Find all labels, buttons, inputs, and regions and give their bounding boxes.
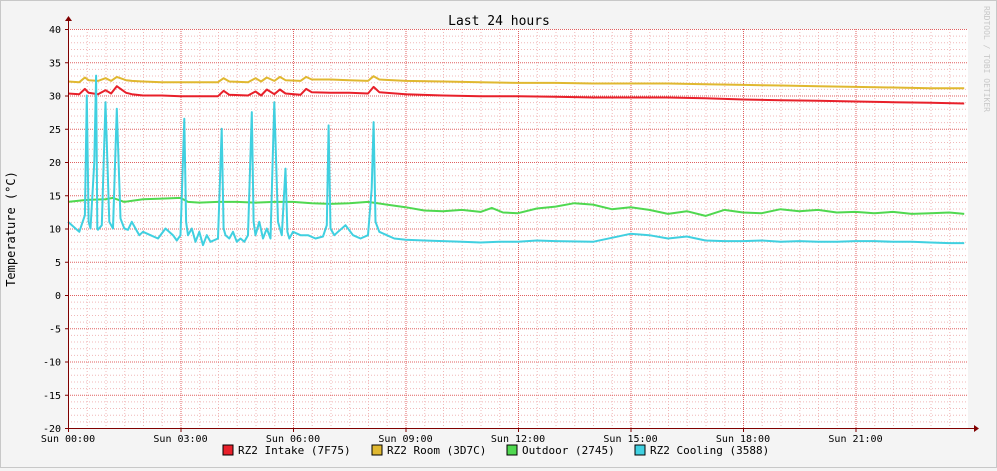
x-tick-label: Sun 00:00 — [41, 434, 95, 445]
y-tick-label: 30 — [49, 92, 61, 103]
x-tick-label: Sun 15:00 — [603, 434, 657, 445]
legend-swatch-1 — [371, 444, 383, 456]
y-tick-label: 10 — [49, 225, 61, 236]
y-axis-label: Temperature (°C) — [4, 171, 18, 287]
y-tick-label: -5 — [49, 324, 61, 335]
x-tick-label: Sun 21:00 — [828, 434, 882, 445]
legend-swatch-0 — [222, 444, 234, 456]
y-tick-label: 25 — [49, 125, 61, 136]
y-tick-label: 35 — [49, 58, 61, 69]
axes — [65, 16, 979, 432]
y-tick-label: 0 — [55, 291, 61, 302]
x-tick-label: Sun 12:00 — [491, 434, 545, 445]
y-tick-label: 15 — [49, 191, 61, 202]
x-tick-label: Sun 06:00 — [266, 434, 320, 445]
y-tick-label: 5 — [55, 258, 61, 269]
y-tick-label: -20 — [43, 424, 61, 435]
legend-swatch-3 — [634, 444, 646, 456]
legend-swatch-2 — [506, 444, 518, 456]
legend-label-2: Outdoor (2745) — [522, 444, 615, 457]
series-line-2 — [67, 196, 965, 217]
y-tick-label: -10 — [43, 358, 61, 369]
legend: RZ2 Intake (7F75) RZ2 Room (3D7C) Outdoor … — [222, 444, 769, 457]
y-axis-arrow — [65, 16, 72, 21]
series-line-3 — [67, 74, 965, 247]
legend-label-1: RZ2 Room (3D7C) — [387, 444, 486, 457]
series-layer — [67, 74, 965, 247]
x-tick-label: Sun 03:00 — [153, 434, 207, 445]
series-line-1 — [67, 75, 965, 90]
y-tick-label: -15 — [43, 391, 61, 402]
series-line-0 — [67, 85, 965, 105]
x-tick-label: Sun 09:00 — [378, 434, 432, 445]
y-tick-label: 40 — [49, 25, 61, 36]
x-axis-arrow — [974, 425, 979, 432]
chart-title: Last 24 hours — [448, 14, 550, 29]
minor-grid — [68, 29, 968, 428]
y-tick-label: 20 — [49, 158, 61, 169]
legend-label-0: RZ2 Intake (7F75) — [238, 444, 351, 457]
x-tick-label: Sun 18:00 — [716, 434, 770, 445]
watermark: RRDTOOL / TOBI OETIKER — [982, 6, 991, 112]
legend-label-3: RZ2 Cooling (3588) — [650, 444, 769, 457]
